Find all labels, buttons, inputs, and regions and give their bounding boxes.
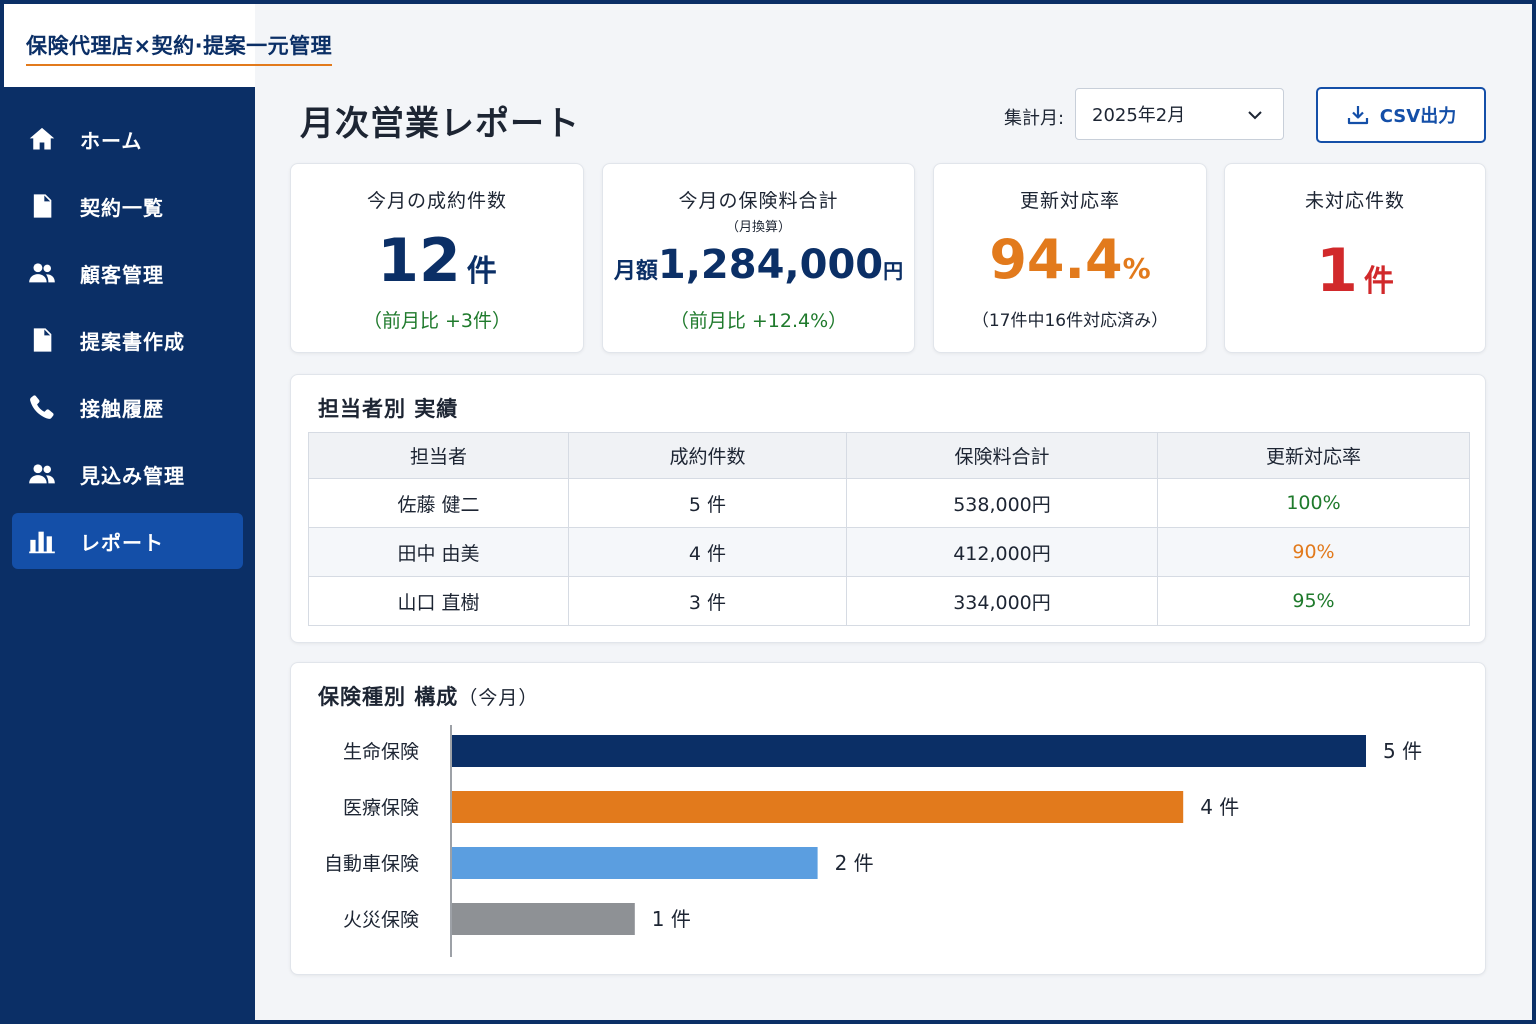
- sidebar-item-home[interactable]: ホーム: [12, 111, 243, 167]
- sidebar-item-label: 提案書作成: [80, 329, 185, 354]
- column-header[interactable]: 更新対応率: [1157, 432, 1470, 479]
- cell-rate: 95%: [1157, 576, 1470, 626]
- cell-rate: 90%: [1157, 527, 1470, 577]
- table-row[interactable]: 山口 直樹 3 件 334,000円 95%: [308, 576, 1470, 626]
- kpi-value: 月額1,284,000円: [603, 242, 914, 288]
- download-icon: [1347, 106, 1368, 125]
- column-header[interactable]: 保険料合計: [846, 432, 1158, 479]
- cell-name: 田中 由美: [308, 527, 569, 577]
- period-label: 集計月:: [1004, 108, 1065, 129]
- kpi-note: （前月比 +3件）: [362, 310, 512, 332]
- performance-section: 担当者別 実績 担当者 成約件数 保険料合計 更新対応率 佐藤 健二 5 件 5…: [290, 374, 1486, 643]
- section-title: 担当者別 実績: [318, 397, 459, 421]
- sidebar-item-label: ホーム: [80, 128, 143, 153]
- period-select[interactable]: 2025年2月: [1075, 88, 1284, 140]
- sidebar-item-label: 契約一覧: [80, 195, 164, 220]
- kpi-number: 94.4: [989, 228, 1123, 291]
- cell-premium: 538,000円: [846, 478, 1158, 528]
- kpi-title: 更新対応率: [1019, 190, 1120, 212]
- category-label: 自動車保険: [324, 853, 419, 875]
- sidebar-item-prospects[interactable]: 見込み管理: [12, 446, 243, 502]
- sidebar-item-contact-history[interactable]: 接触履歴: [12, 379, 243, 435]
- home-icon: [26, 123, 58, 155]
- cell-name: 佐藤 健二: [308, 478, 569, 528]
- kpi-number: 1: [1316, 236, 1358, 306]
- sidebar-item-proposal[interactable]: 提案書作成: [12, 312, 243, 368]
- bar-chart-icon: [26, 525, 58, 557]
- csv-export-label: CSV出力: [1379, 106, 1457, 127]
- table-header-row: 担当者 成約件数 保険料合計 更新対応率: [308, 432, 1470, 479]
- kpi-title: 今月の保険料合計: [678, 190, 839, 212]
- sidebar-item-report[interactable]: レポート: [12, 513, 243, 569]
- kpi-title: 未対応件数: [1304, 190, 1405, 212]
- kpi-card-premium: 今月の保険料合計 （月換算） 月額1,284,000円 （前月比 +12.4%）: [602, 163, 915, 353]
- users-icon: [26, 458, 58, 490]
- bar-value-label: 1 件: [652, 907, 691, 931]
- cell-premium: 412,000円: [846, 527, 1158, 577]
- category-label: 火災保険: [343, 909, 419, 931]
- section-title: 保険種別 構成（今月）: [318, 681, 538, 711]
- bar[interactable]: [452, 847, 818, 879]
- category-label: 医療保険: [343, 797, 419, 819]
- period-select-value: 2025年2月: [1092, 105, 1186, 126]
- kpi-unit: 円: [883, 259, 904, 283]
- kpi-note: （17件中16件対応済み）: [971, 311, 1169, 331]
- section-title-sub: （今月）: [458, 687, 539, 709]
- sidebar-item-label: 接触履歴: [80, 396, 164, 421]
- chevron-down-icon: [1248, 111, 1262, 120]
- bar-value-label: 4 件: [1200, 795, 1239, 819]
- table-row[interactable]: 佐藤 健二 5 件 538,000円 100%: [308, 478, 1470, 528]
- kpi-number: 12: [377, 226, 461, 296]
- kpi-unit: 件: [1363, 264, 1394, 299]
- kpi-unit: %: [1122, 252, 1151, 285]
- sidebar: ホーム 契約一覧 顧客管理 提案書作成 接触履歴: [4, 87, 255, 1020]
- phone-icon: [26, 391, 58, 423]
- bar-value-label: 2 件: [835, 851, 874, 875]
- kpi-card-renewal-rate: 更新対応率 94.4% （17件中16件対応済み）: [933, 163, 1207, 353]
- kpi-subtitle: （月換算）: [725, 220, 791, 235]
- page-title: 月次営業レポート: [300, 104, 580, 144]
- kpi-title: 今月の成約件数: [366, 190, 507, 212]
- sidebar-item-label: 顧客管理: [80, 262, 164, 287]
- bar[interactable]: [452, 735, 1366, 767]
- section-title-main: 保険種別 構成: [318, 685, 459, 709]
- cell-rate: 100%: [1157, 478, 1470, 528]
- bar-value-label: 5 件: [1383, 739, 1422, 763]
- kpi-card-contracts: 今月の成約件数 12 件 （前月比 +3件）: [290, 163, 584, 353]
- app-frame: 保険代理店×契約·提案一元管理 ホーム 契約一覧 顧客管理 提案書作成: [4, 4, 1532, 1020]
- composition-section: 保険種別 構成（今月） 生命保険 5 件医療保険 4 件自動車保険 2 件火災保険 1 …: [290, 662, 1486, 975]
- bar[interactable]: [452, 791, 1184, 823]
- cell-premium: 334,000円: [846, 576, 1158, 626]
- cell-count: 5 件: [568, 478, 847, 528]
- sidebar-item-contracts[interactable]: 契約一覧: [12, 178, 243, 234]
- document-icon: [26, 324, 58, 356]
- cell-name: 山口 直樹: [308, 576, 569, 626]
- users-icon: [26, 257, 58, 289]
- csv-export-button[interactable]: CSV出力: [1316, 87, 1486, 143]
- sidebar-item-label: レポート: [80, 530, 164, 555]
- cell-count: 3 件: [568, 576, 847, 626]
- logo-bar: 保険代理店×契約·提案一元管理: [4, 4, 333, 87]
- kpi-note: （前月比 +12.4%）: [669, 310, 848, 332]
- column-header[interactable]: 担当者: [308, 432, 569, 479]
- table-row[interactable]: 田中 由美 4 件 412,000円 90%: [308, 527, 1470, 577]
- kpi-value: 94.4%: [934, 228, 1206, 291]
- kpi-number: 1,284,000: [657, 242, 884, 288]
- cell-count: 4 件: [568, 527, 847, 577]
- sidebar-item-customers[interactable]: 顧客管理: [12, 245, 243, 301]
- performance-table: 担当者 成約件数 保険料合計 更新対応率 佐藤 健二 5 件 538,000円 …: [308, 432, 1470, 626]
- sidebar-item-label: 見込み管理: [80, 463, 185, 488]
- category-label: 生命保険: [343, 741, 419, 763]
- kpi-prefix: 月額: [613, 259, 658, 284]
- kpi-value: 12 件: [291, 226, 583, 296]
- bar[interactable]: [452, 903, 635, 935]
- document-icon: [26, 190, 58, 222]
- app-logo-title[interactable]: 保険代理店×契約·提案一元管理: [26, 30, 333, 66]
- kpi-unit: 件: [466, 254, 497, 289]
- column-header[interactable]: 成約件数: [568, 432, 847, 479]
